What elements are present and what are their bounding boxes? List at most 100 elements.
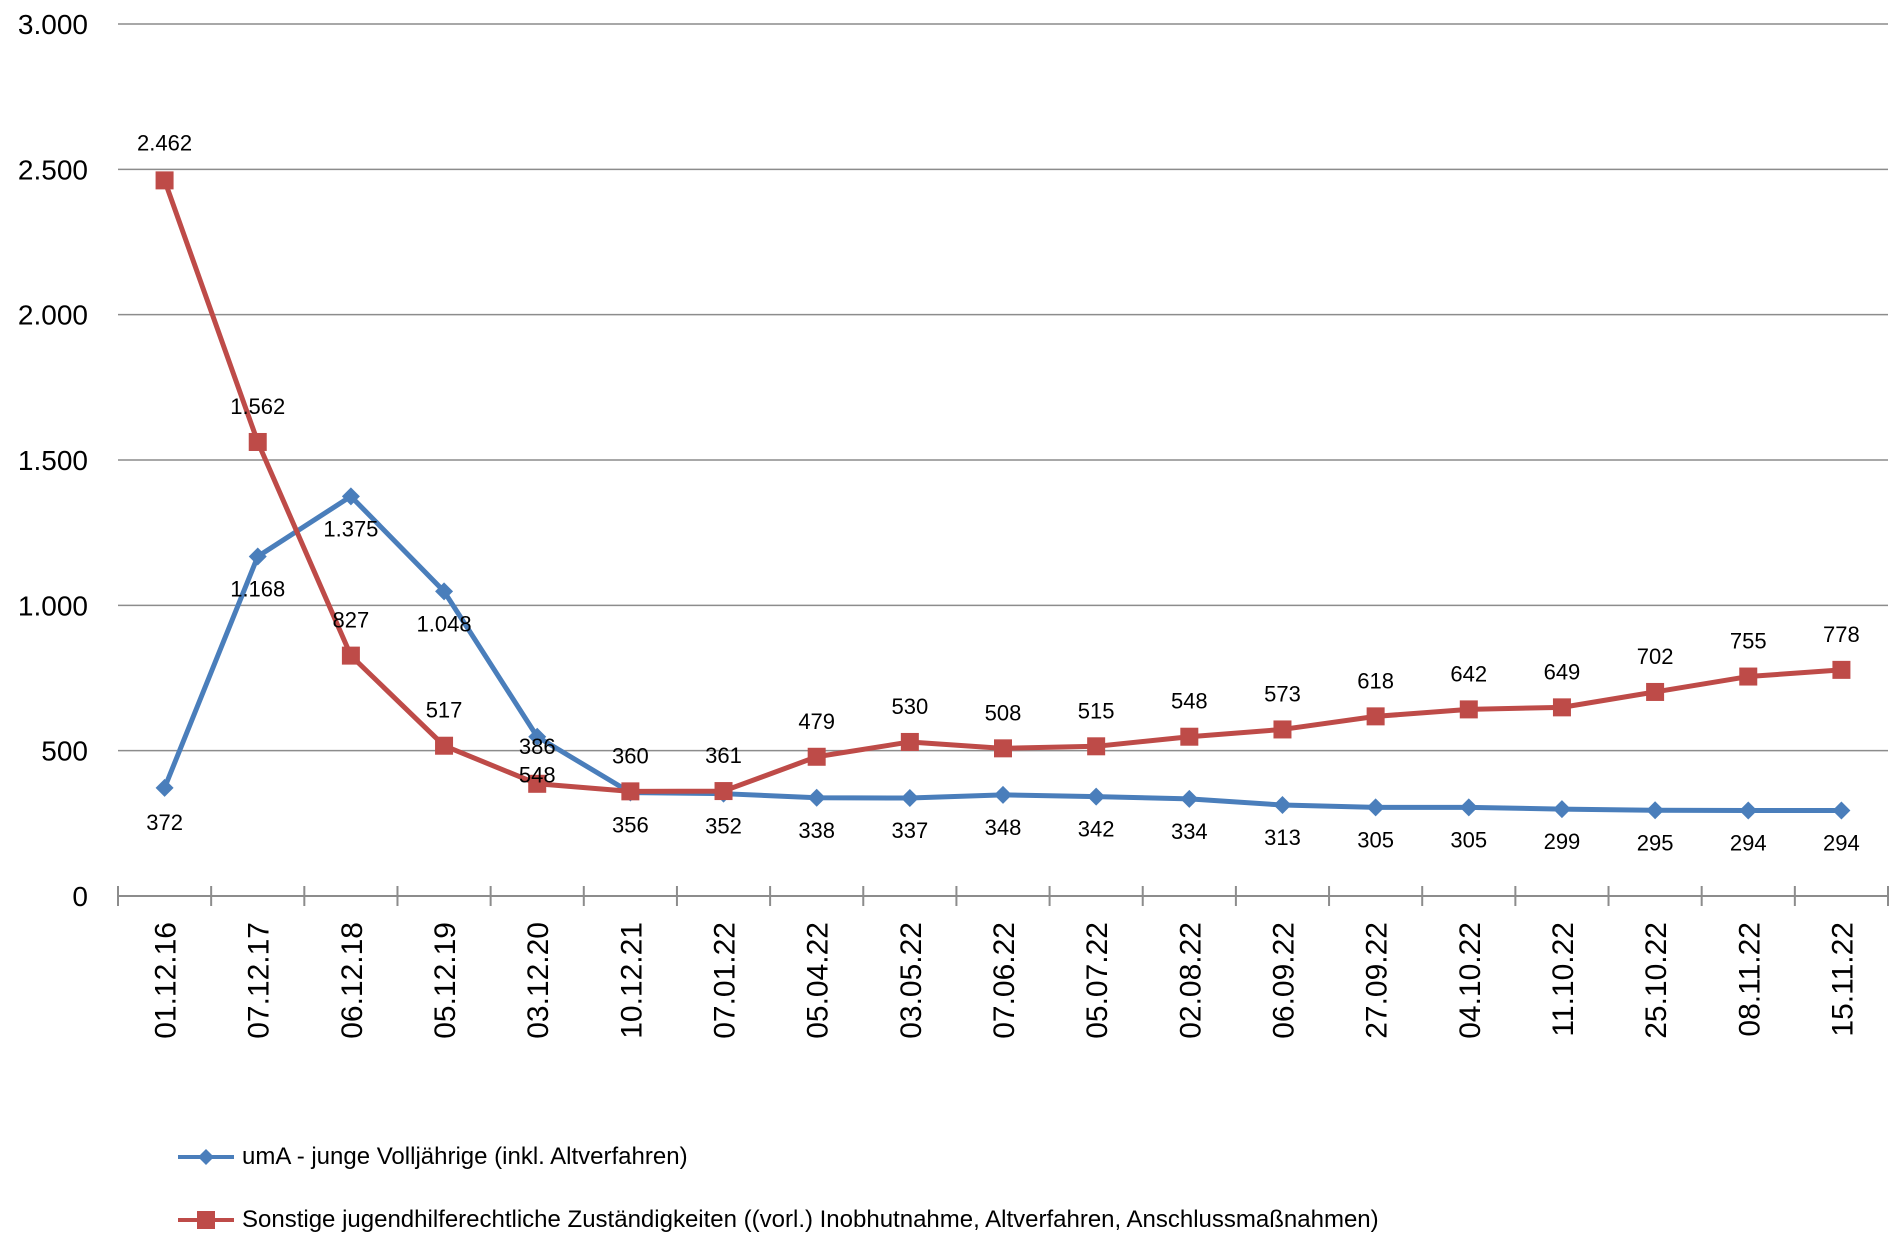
data-label: 1.168 (230, 577, 285, 602)
x-tick-label: 06.12.18 (336, 922, 369, 1039)
data-labels: 372 1.168 1.375 1.048 548 356 352 338 337 348 342 3… (137, 130, 1860, 855)
x-tick-label: 11.10.22 (1547, 922, 1580, 1037)
x-tick-label: 27.09.22 (1361, 922, 1394, 1039)
x-tick-label: 01.12.16 (150, 922, 183, 1039)
x-tick-label: 08.11.22 (1733, 922, 1766, 1037)
data-label: 1.375 (323, 516, 378, 541)
legend-item-series-1: umA - junge Volljährige (inkl. Altverfah… (178, 1143, 688, 1171)
data-label: 342 (1078, 817, 1115, 842)
x-tick-label: 04.10.22 (1454, 922, 1487, 1039)
data-label: 294 (1730, 831, 1767, 856)
data-label: 778 (1823, 622, 1860, 647)
data-point-square (248, 432, 267, 451)
data-point-square (1552, 698, 1571, 717)
data-point-diamond (341, 487, 360, 506)
data-point-square (1832, 660, 1851, 679)
y-tick-label: 2.000 (18, 300, 88, 331)
y-tick-label: 0 (72, 881, 88, 912)
data-label: 360 (612, 743, 649, 768)
data-point-square (435, 736, 454, 755)
data-point-diamond (1366, 798, 1385, 817)
data-point-diamond (1087, 787, 1106, 806)
data-label: 299 (1544, 829, 1581, 854)
data-point-diamond (1459, 798, 1478, 817)
data-point-square (621, 782, 640, 801)
data-point-square (1459, 700, 1478, 719)
x-tick-label: 05.07.22 (1081, 922, 1114, 1039)
data-label: 642 (1450, 661, 1487, 686)
data-point-diamond (435, 582, 454, 601)
data-point-square (1646, 682, 1665, 701)
legend-marker-square (178, 1211, 234, 1229)
data-label: 348 (985, 815, 1022, 840)
legend-marker-diamond (178, 1149, 234, 1165)
data-point-square (714, 782, 733, 801)
data-label: 1.048 (417, 611, 472, 636)
data-label: 386 (519, 734, 556, 759)
data-point-diamond (528, 727, 547, 746)
data-point-diamond (1832, 801, 1851, 820)
data-label: 515 (1078, 698, 1115, 723)
x-tick-label: 03.12.20 (522, 922, 555, 1039)
data-point-diamond (1552, 800, 1571, 819)
y-tick-label: 1.000 (18, 590, 88, 621)
data-label: 334 (1171, 819, 1208, 844)
data-point-diamond (1646, 801, 1665, 820)
x-tick-label: 02.08.22 (1174, 922, 1207, 1039)
data-label: 573 (1264, 681, 1301, 706)
data-label: 2.462 (137, 130, 192, 155)
data-label: 649 (1544, 659, 1581, 684)
x-tick-label: 07.06.22 (988, 922, 1021, 1039)
x-tick-label: 07.01.22 (709, 922, 742, 1039)
data-point-square (1273, 720, 1292, 739)
data-label: 548 (1171, 689, 1208, 714)
series-layer (155, 171, 1851, 820)
data-label: 755 (1730, 629, 1767, 654)
data-point-diamond (248, 547, 267, 566)
data-label: 517 (426, 698, 463, 723)
x-tick-label: 10.12.21 (615, 922, 648, 1039)
data-label: 508 (985, 700, 1022, 725)
data-point-square (155, 171, 174, 190)
data-point-square (1366, 707, 1385, 726)
data-label: 827 (333, 608, 370, 633)
data-point-square (528, 774, 547, 793)
legend-item-series-2: Sonstige jugendhilferechtliche Zuständig… (178, 1206, 1379, 1234)
data-label: 548 (519, 763, 556, 788)
x-axis: 01.12.16 07.12.17 06.12.18 05.12.19 03.12.20… (117, 886, 1889, 1039)
data-label: 1.562 (230, 394, 285, 419)
data-label: 294 (1823, 831, 1860, 856)
data-label: 313 (1264, 825, 1301, 850)
data-point-diamond (1739, 801, 1758, 820)
legend-label-series-2: Sonstige jugendhilferechtliche Zuständig… (242, 1206, 1379, 1233)
data-label: 337 (891, 818, 928, 843)
x-tick-label: 05.04.22 (802, 922, 835, 1039)
data-point-square (1180, 727, 1199, 746)
data-point-square (1739, 667, 1758, 686)
data-point-diamond (155, 778, 174, 797)
y-tick-label: 3.000 (18, 9, 88, 40)
data-point-square (994, 739, 1012, 758)
x-tick-label: 25.10.22 (1640, 922, 1673, 1039)
x-tick-label: 05.12.19 (429, 922, 462, 1039)
data-label: 295 (1637, 830, 1674, 855)
x-tick-label: 06.09.22 (1267, 922, 1300, 1039)
data-label: 356 (612, 813, 649, 838)
data-label: 338 (798, 818, 835, 843)
data-point-square (1087, 737, 1106, 756)
data-label: 530 (891, 694, 928, 719)
series-line-1 (162, 493, 1842, 814)
data-point-diamond (994, 785, 1012, 804)
data-label: 479 (798, 709, 835, 734)
data-label: 702 (1637, 644, 1674, 669)
data-label: 618 (1357, 668, 1394, 693)
data-point-square (900, 732, 919, 751)
data-label: 372 (146, 810, 183, 835)
data-label: 361 (705, 743, 742, 768)
x-tick-label: 15.11.22 (1826, 922, 1859, 1037)
y-tick-label: 2.500 (18, 154, 88, 185)
data-point-square (341, 646, 360, 665)
data-point-diamond (807, 788, 826, 807)
data-point-diamond (900, 789, 919, 808)
